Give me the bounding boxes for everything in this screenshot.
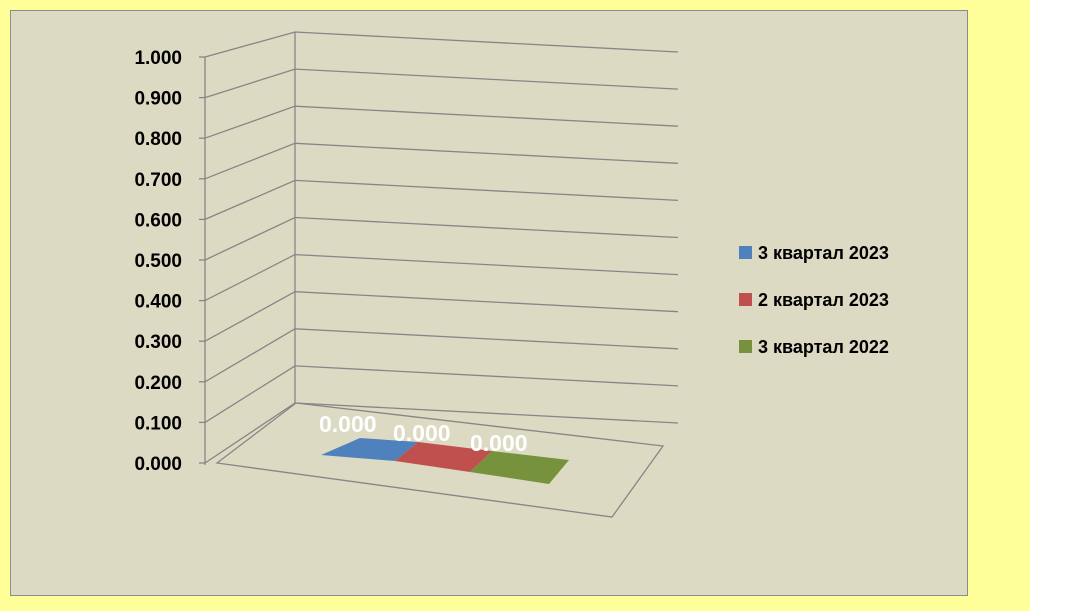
bar	[321, 438, 418, 461]
legend: 3 квартал 2023 2 квартал 2023 3 квартал 20…	[739, 243, 889, 357]
y-tick-label: 0.400	[134, 292, 182, 313]
y-axis-ticks: 0.000 0.100 0.200 0.300 0.400 0.500 0.600 0.700…	[134, 48, 205, 475]
gridline	[204, 216, 679, 261]
gridline	[204, 179, 679, 220]
floor-plane	[215, 402, 665, 518]
legend-swatch	[739, 293, 752, 306]
y-tick-label: 0.600	[134, 210, 182, 231]
data-labels: 0.000 0.000 0.000	[319, 411, 528, 456]
bar	[470, 451, 569, 484]
data-label: 0.000	[393, 420, 451, 446]
gridline	[204, 31, 679, 58]
legend-label: 3 квартал 2022	[758, 337, 889, 357]
gridline	[204, 291, 679, 342]
bar	[395, 442, 492, 472]
y-tick-label: 0.000	[134, 454, 182, 475]
gridlines	[204, 31, 679, 465]
legend-label: 2 квартал 2023	[758, 290, 889, 310]
y-tick-label: 0.200	[134, 373, 182, 394]
y-tick-label: 0.700	[134, 170, 182, 191]
legend-swatch	[739, 340, 752, 353]
y-tick-label: 1.000	[134, 48, 182, 69]
y-tick-label: 0.100	[134, 413, 182, 434]
data-label: 0.000	[470, 430, 528, 456]
legend-swatch	[739, 246, 752, 259]
legend-label: 3 квартал 2023	[758, 243, 889, 263]
gridline	[204, 68, 679, 99]
bars	[321, 438, 569, 484]
gridline	[204, 142, 679, 180]
gridline	[204, 253, 679, 302]
y-tick-label: 0.900	[134, 89, 182, 110]
gridline	[204, 365, 679, 423]
gridline	[204, 105, 679, 139]
y-tick-label: 0.300	[134, 332, 182, 353]
data-label: 0.000	[319, 411, 377, 437]
right-margin-strip	[1030, 0, 1080, 611]
y-tick-label: 0.500	[134, 251, 182, 272]
chart-floor	[215, 402, 665, 518]
y-tick-label: 0.800	[134, 129, 182, 150]
chart-area	[10, 10, 968, 596]
